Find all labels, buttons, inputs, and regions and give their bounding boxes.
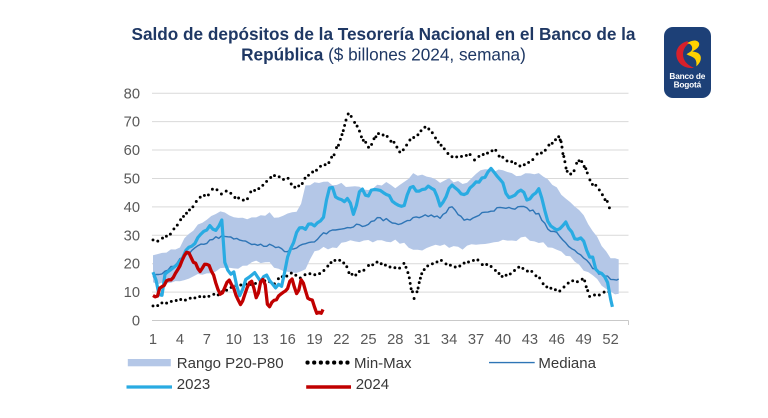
svg-text:60: 60 xyxy=(124,143,140,159)
svg-text:34: 34 xyxy=(441,332,457,348)
svg-text:43: 43 xyxy=(522,332,538,348)
svg-text:República ($ billones 2024, se: República ($ billones 2024, semana) xyxy=(241,45,526,65)
svg-text:52: 52 xyxy=(602,332,618,348)
svg-text:Bogotá: Bogotá xyxy=(674,80,702,90)
svg-text:25: 25 xyxy=(360,332,376,348)
svg-text:37: 37 xyxy=(468,332,484,348)
svg-text:Saldo de depósitos de la Tesor: Saldo de depósitos de la Tesorería Nacio… xyxy=(131,24,635,44)
svg-text:50: 50 xyxy=(124,172,140,188)
svg-text:0: 0 xyxy=(132,314,140,330)
svg-text:40: 40 xyxy=(124,200,140,216)
svg-text:Rango P20-P80: Rango P20-P80 xyxy=(177,355,284,372)
svg-text:80: 80 xyxy=(124,86,140,102)
svg-text:2023: 2023 xyxy=(177,376,210,393)
svg-text:Min-Max: Min-Max xyxy=(354,355,412,372)
svg-text:16: 16 xyxy=(279,332,295,348)
svg-text:1: 1 xyxy=(149,332,157,348)
svg-text:46: 46 xyxy=(549,332,565,348)
svg-text:49: 49 xyxy=(576,332,592,348)
svg-text:10: 10 xyxy=(124,285,140,301)
svg-text:2024: 2024 xyxy=(356,376,389,393)
svg-text:20: 20 xyxy=(124,257,140,273)
svg-text:28: 28 xyxy=(387,332,403,348)
svg-text:22: 22 xyxy=(333,332,349,348)
svg-text:13: 13 xyxy=(253,332,269,348)
svg-text:Banco de: Banco de xyxy=(669,71,705,81)
svg-text:19: 19 xyxy=(306,332,322,348)
svg-text:Mediana: Mediana xyxy=(538,355,596,372)
svg-text:4: 4 xyxy=(176,332,184,348)
svg-text:30: 30 xyxy=(124,228,140,244)
svg-text:7: 7 xyxy=(203,332,211,348)
svg-text:10: 10 xyxy=(226,332,242,348)
svg-text:40: 40 xyxy=(495,332,511,348)
svg-text:31: 31 xyxy=(414,332,430,348)
svg-text:70: 70 xyxy=(124,115,140,131)
